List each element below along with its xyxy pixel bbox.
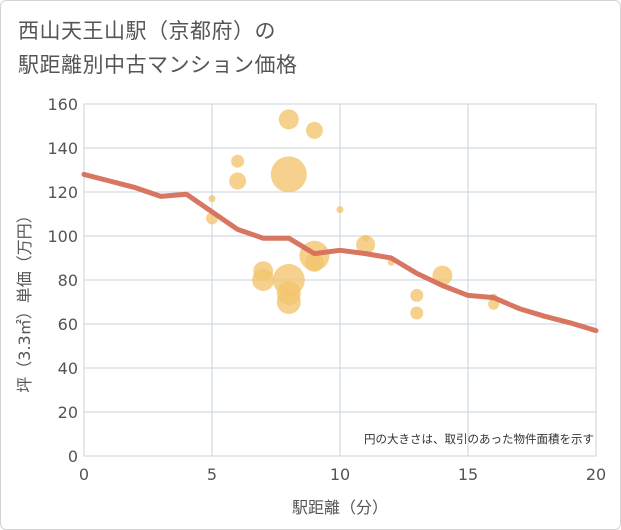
x-axis-label: 駅距離（分）: [292, 498, 388, 517]
y-tick-label: 20: [58, 403, 78, 422]
bubble-point: [304, 252, 324, 272]
y-tick-label: 40: [58, 359, 78, 378]
bubble-point: [336, 206, 344, 214]
bubble-point: [410, 288, 424, 302]
bubble-point: [231, 154, 245, 168]
y-tick-label: 140: [47, 139, 78, 158]
y-tick-label: 60: [58, 315, 78, 334]
bubble-point: [252, 269, 275, 291]
y-tick-label: 0: [68, 447, 78, 466]
y-tick-labels: 0 20 40 60 80 100 120 140 160: [47, 95, 78, 466]
x-tick-label: 5: [207, 465, 217, 484]
chart-title: 西山天王山駅（京都府）の 駅距離別中古マンション価格: [18, 14, 298, 82]
trend-line: [81, 171, 599, 334]
x-tick-label: 15: [458, 465, 478, 484]
y-tick-label: 160: [47, 95, 78, 114]
bubble-point: [270, 156, 307, 193]
chart-title-line-1: 西山天王山駅（京都府）の: [18, 19, 276, 43]
bubble-point: [229, 172, 247, 190]
x-tick-labels: 0 5 10 15 20: [79, 465, 606, 484]
bubble-point: [356, 235, 376, 255]
y-tick-label: 80: [58, 271, 78, 290]
x-tick-label: 20: [586, 465, 606, 484]
trend-series: [81, 171, 599, 334]
x-tick-label: 10: [330, 465, 350, 484]
bubble-point: [278, 109, 299, 130]
y-tick-label: 120: [47, 183, 78, 202]
x-tick-label: 0: [79, 465, 89, 484]
bubble-point: [208, 195, 216, 203]
bubble-point: [305, 121, 323, 139]
size-annotation: 円の大きさは、取引のあった物件面積を示す: [364, 432, 594, 446]
y-axis-label: 坪（3.3㎡）単価（万円）: [15, 207, 34, 392]
y-tick-label: 100: [47, 227, 78, 246]
bubble-point: [410, 306, 424, 320]
chart-title-line-2: 駅距離別中古マンション価格: [18, 53, 298, 77]
grid-lines: [84, 104, 596, 456]
bubble-point: [276, 290, 301, 314]
